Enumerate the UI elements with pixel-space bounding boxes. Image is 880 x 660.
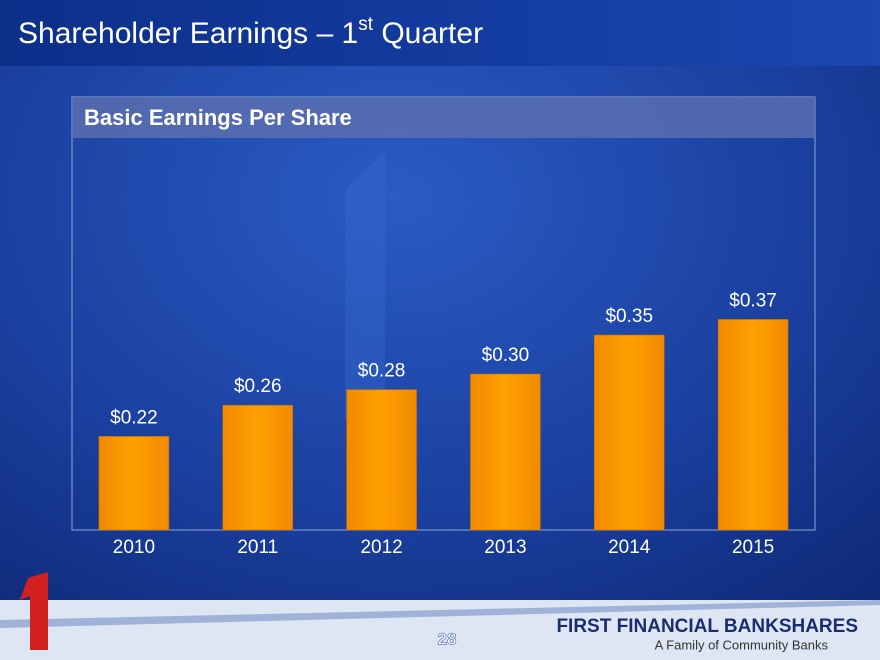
header-bar [0,0,880,66]
x-tick-label: 2011 [237,537,278,558]
chart-subtitle: Basic Earnings Per Share [84,105,352,130]
logo-one [20,572,48,650]
bar [98,436,170,531]
x-tick-label: 2010 [113,537,155,558]
bar [594,334,665,531]
value-label: $0.37 [729,290,777,311]
subtitle-bar [72,97,815,138]
value-label: $0.26 [234,376,282,397]
company-name: FIRST FINANCIAL BANKSHARES [556,616,858,637]
x-tick-label: 2013 [484,537,526,558]
watermark [345,150,385,420]
page-number: 28 [438,629,457,648]
value-label: $0.35 [605,306,653,327]
value-label: $0.28 [358,361,406,382]
plot: 2010 $0.22 2011 $0.26 2012 $0.28 2013 $0.30 2014… [98,290,789,558]
bar [222,404,293,531]
value-label: $0.22 [110,407,158,428]
slide-title: Shareholder Earnings – 1st Quarter [18,14,483,50]
value-label: $0.30 [482,345,530,366]
x-tick-label: 2015 [732,537,774,558]
bar [470,373,541,531]
x-tick-label: 2012 [360,537,402,558]
footer-stripe [0,600,880,628]
company-tagline: A Family of Community Banks [655,637,829,652]
x-tick-label: 2014 [608,537,651,558]
bar [346,389,417,531]
bar [717,319,789,531]
